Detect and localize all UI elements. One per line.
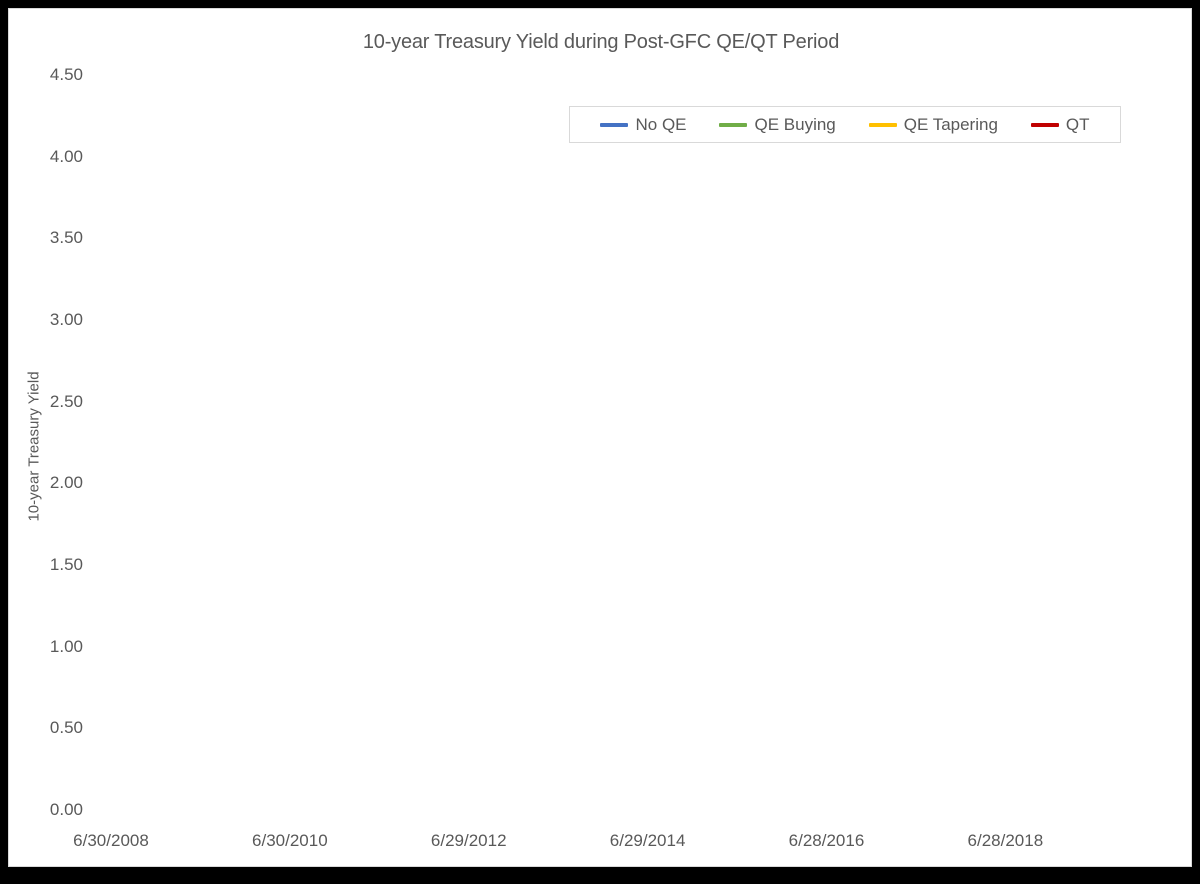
y-tick-label: 2.00 bbox=[49, 473, 83, 493]
legend-swatch-icon bbox=[1030, 122, 1059, 127]
legend-item-qe-tapering[interactable]: QE Tapering bbox=[868, 114, 998, 135]
y-tick-label: 0.50 bbox=[49, 718, 83, 738]
x-tick-label: 6/30/2008 bbox=[73, 831, 149, 850]
legend-item-no-qe[interactable]: No QE bbox=[600, 114, 687, 135]
y-tick-label: 4.00 bbox=[49, 146, 83, 166]
y-tick-label: 1.50 bbox=[49, 555, 83, 574]
legend-swatch-icon bbox=[868, 122, 897, 127]
legend-item-qt[interactable]: QT bbox=[1030, 114, 1090, 135]
chart-legend: No QE QE Buying QE Tapering QT bbox=[569, 106, 1121, 143]
legend-label: QT bbox=[1065, 114, 1090, 134]
x-tick-label: 6/30/2010 bbox=[252, 831, 328, 850]
x-tick-label: 6/29/2012 bbox=[430, 831, 507, 850]
y-tick-label: 4.50 bbox=[49, 65, 83, 84]
chart-card: 10-year Treasury Yield during Post-GFC Q… bbox=[8, 8, 1192, 867]
legend-label: QE Buying bbox=[754, 114, 836, 134]
y-axis-title: 10-year Treasury Yield bbox=[23, 9, 45, 884]
plot-area bbox=[103, 67, 1144, 818]
x-tick-label: 6/29/2014 bbox=[609, 831, 686, 850]
x-tick-label: 6/28/2018 bbox=[967, 831, 1044, 850]
y-tick-label: 0.00 bbox=[49, 800, 83, 819]
y-tick-label: 2.50 bbox=[49, 391, 83, 411]
legend-item-qe-buying[interactable]: QE Buying bbox=[719, 114, 836, 135]
x-tick-label: 6/28/2016 bbox=[788, 831, 865, 850]
chart-title: 10-year Treasury Yield during Post-GFC Q… bbox=[362, 31, 840, 53]
legend-label: No QE bbox=[635, 114, 687, 134]
legend-swatch-icon bbox=[719, 122, 748, 127]
legend-label: QE Tapering bbox=[903, 114, 998, 134]
plot-background bbox=[103, 67, 1144, 818]
legend-swatch-icon bbox=[600, 122, 629, 127]
y-tick-label: 3.00 bbox=[49, 310, 83, 329]
y-tick-label: 3.50 bbox=[49, 228, 83, 248]
y-tick-label: 1.00 bbox=[49, 636, 83, 656]
